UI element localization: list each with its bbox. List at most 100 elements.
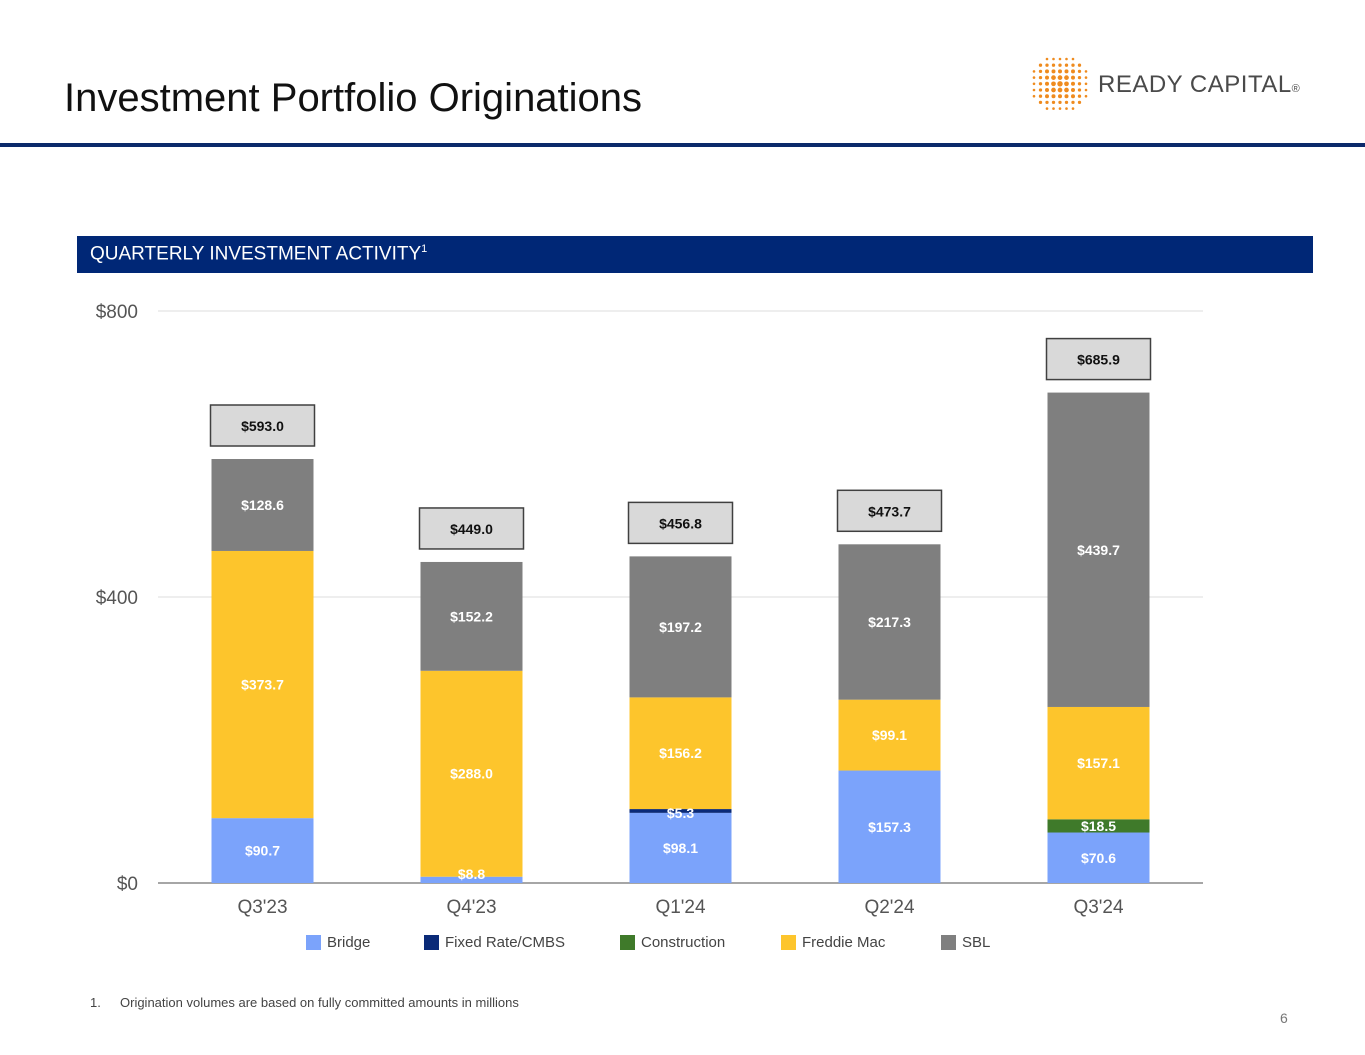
logo-dot [1045,107,1049,110]
logo-dot [1071,81,1075,86]
logo-dot [1057,75,1063,80]
y-tick-label: $400 [96,588,138,609]
logo-dot [1058,63,1062,67]
logo-dot [1052,57,1055,61]
bar-segment [838,699,941,771]
logo-dot [1064,69,1069,74]
bar-segment [1047,832,1150,883]
data-label: $18.5 [1081,818,1116,834]
data-label: $439.7 [1077,542,1120,558]
bar-segment [420,670,523,877]
logo-dot [1038,69,1043,74]
logo-dot [1077,100,1082,105]
section-banner: QUARTERLY INVESTMENT ACTIVITY1 [77,236,1313,273]
logo-dot [1065,107,1068,110]
logo-dot [1058,94,1062,99]
logo-dot [1064,87,1069,93]
logo-dot [1051,94,1056,99]
logo-dot [1071,69,1075,74]
logo-dot [1071,75,1075,80]
logo-dot [1077,94,1082,98]
logo-dot [1032,88,1036,92]
logo-dot [1071,100,1075,105]
logo-dot [1032,94,1036,98]
logo-dot [1045,88,1049,92]
legend-swatch [424,935,439,950]
data-label: $152.2 [450,608,493,624]
x-tick-label: Q1'24 [655,897,706,918]
total-label: $593.0 [241,418,284,434]
logo-dot [1057,87,1063,93]
footnote: 1. Origination volumes are based on fully… [90,995,519,1010]
logo-dot [1051,63,1056,67]
legend-swatch [620,935,635,950]
bar-segment [1047,819,1150,833]
logo-dot [1032,76,1036,79]
logo-dot [1045,57,1049,61]
data-label: $128.6 [241,497,284,513]
header-divider [0,143,1365,147]
logo-dot [1058,57,1062,61]
bar-segment [629,556,732,698]
logo-dot [1051,75,1056,80]
logo-dot [1077,88,1082,92]
data-label: $8.8 [458,866,485,882]
data-label: $90.7 [245,843,280,859]
logo-dots-icon [1032,57,1088,110]
legend-swatch [306,935,321,950]
data-label: $156.2 [659,745,702,761]
logo-dot [1032,70,1036,73]
logo-dot [1071,94,1075,99]
page-number: 6 [1280,1010,1288,1026]
logo-dot [1058,100,1062,105]
x-tick-label: Q3'23 [237,897,287,918]
data-label: $157.3 [868,819,911,835]
logo-dot [1058,69,1062,74]
x-tick-label: Q2'24 [864,897,915,918]
data-label: $157.1 [1077,755,1120,771]
legend-item: Construction [620,934,725,951]
legend-item: Fixed Rate/CMBS [424,934,565,951]
data-label: $217.3 [868,614,911,630]
legend-label: SBL [962,934,991,951]
total-box [209,404,316,447]
legend-label: Freddie Mac [802,934,886,951]
legend-label: Bridge [327,934,371,951]
legend-label: Construction [641,934,726,951]
logo-dot [1064,81,1069,87]
bar-segment [1047,706,1150,820]
data-label: $288.0 [450,766,493,782]
logo-dot [1077,69,1082,74]
legend-swatch [781,935,796,950]
section-title: QUARTERLY INVESTMENT ACTIVITY1 [90,243,428,265]
logo-dot [1045,81,1049,86]
logo-dot [1051,69,1056,74]
logo-dot [1084,70,1088,73]
logo-dot [1051,81,1056,87]
logo-dot [1038,63,1043,67]
bar-segment [629,809,732,813]
logo-dot [1045,94,1049,99]
logo-dot [1071,57,1075,61]
ready-capital-logo: READY CAPITAL® [1028,54,1318,114]
total-box [418,507,525,550]
logo-dot [1084,76,1088,79]
y-tick-label: $0 [117,874,138,895]
bar-segment [420,561,523,671]
bar-segment [211,550,314,819]
data-label: $98.1 [663,840,698,856]
data-label: $373.7 [241,677,284,693]
page-title: Investment Portfolio Originations [64,76,643,120]
bar-segment [838,544,941,700]
logo-wordmark: READY CAPITAL® [1098,71,1301,98]
bar-segment [838,770,941,883]
data-label: $197.2 [659,619,702,635]
logo-dot [1077,75,1082,80]
logo-dot [1064,100,1069,105]
legend-item: SBL [941,934,990,951]
logo-dot [1032,82,1036,86]
logo-dot [1051,100,1056,105]
logo-dot [1084,94,1088,98]
logo-dot [1045,75,1049,80]
logo-dot [1064,63,1069,67]
